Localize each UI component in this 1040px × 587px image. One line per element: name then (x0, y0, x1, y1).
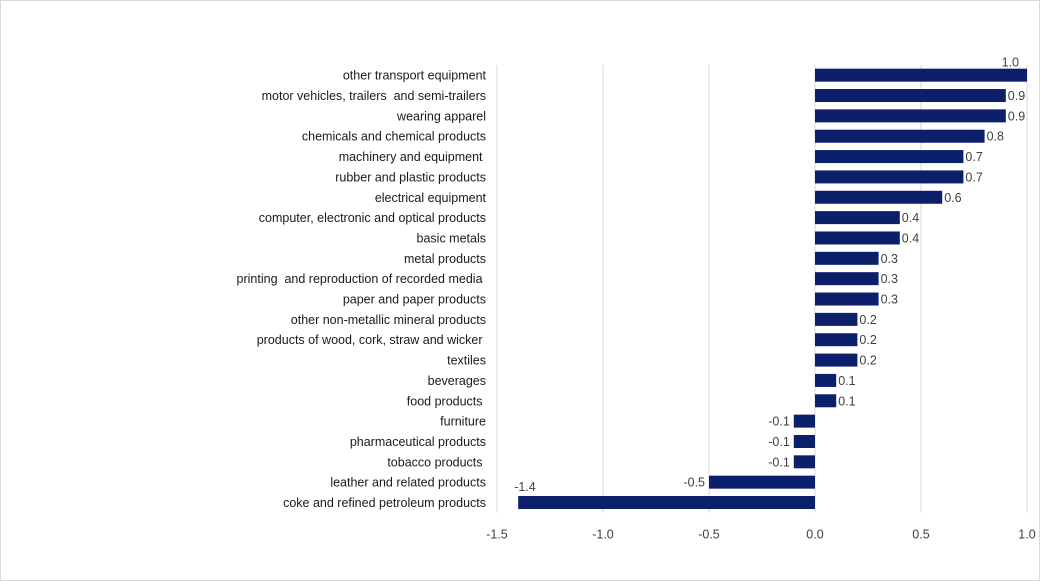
category-label: electrical equipment (375, 191, 487, 205)
value-label: 0.1 (838, 394, 855, 408)
value-label: 0.7 (965, 170, 982, 184)
value-labels: 1.0 0.9 0.9 0.8 0.7 0.7 0.6 0.4 0.4 0.3 0.3 0.3 0.2 0… (514, 56, 1025, 494)
value-label: 1.0 (1002, 56, 1019, 70)
category-label: pharmaceutical products (350, 435, 486, 449)
x-tick-label: 0.0 (806, 528, 823, 542)
category-label: wearing apparel (396, 109, 486, 123)
value-label: 0.9 (1008, 109, 1025, 123)
x-tick-label: -0.5 (698, 528, 720, 542)
category-label: basic metals (417, 231, 486, 245)
category-label: tobacco products (387, 455, 486, 469)
bar (793, 434, 815, 448)
category-label: coke and refined petroleum products (283, 496, 486, 510)
value-label: 0.6 (944, 191, 961, 205)
category-label: beverages (428, 374, 486, 388)
value-label: -0.5 (683, 476, 705, 490)
category-label: machinery and equipment (339, 150, 486, 164)
bar (815, 353, 858, 367)
bar (815, 292, 879, 306)
value-label: 0.2 (859, 354, 876, 368)
category-label: leather and related products (330, 476, 486, 490)
value-label: 0.2 (859, 313, 876, 327)
value-label: 0.2 (859, 333, 876, 347)
category-label: metal products (404, 252, 486, 266)
category-label: textiles (447, 354, 486, 368)
bar (815, 129, 985, 143)
value-label: -1.4 (514, 480, 536, 494)
category-label: printing and reproduction of recorded me… (237, 272, 486, 286)
x-tick-label: -1.0 (592, 528, 614, 542)
bar (815, 190, 943, 204)
bar (815, 150, 964, 164)
bar (518, 496, 815, 510)
value-label: -0.1 (768, 455, 790, 469)
value-label: 0.7 (965, 150, 982, 164)
bars (518, 68, 1027, 510)
bar (815, 394, 837, 408)
value-label: 0.8 (987, 130, 1004, 144)
bar (793, 414, 815, 428)
category-label: products of wood, cork, straw and wicker (257, 333, 486, 347)
value-label: 0.4 (902, 231, 919, 245)
value-label: 0.9 (1008, 89, 1025, 103)
value-label: -0.1 (768, 435, 790, 449)
bar (815, 89, 1006, 103)
category-labels: other transport equipment motor vehicles,… (237, 69, 487, 510)
value-label: 0.4 (902, 211, 919, 225)
value-label: 0.3 (881, 293, 898, 307)
category-label: furniture (440, 415, 486, 429)
category-label: motor vehicles, trailers and semi-traile… (262, 89, 486, 103)
category-label: food products (407, 394, 486, 408)
category-label: paper and paper products (343, 293, 486, 307)
x-tick-label: 1.0 (1018, 528, 1035, 542)
x-axis-ticks: -1.5 -1.0 -0.5 0.0 0.5 1.0 (486, 528, 1036, 542)
bar (793, 455, 815, 469)
bar (815, 251, 879, 265)
x-tick-label: 0.5 (912, 528, 929, 542)
value-label: -0.1 (768, 415, 790, 429)
bar (815, 109, 1006, 123)
x-tick-label: -1.5 (486, 528, 508, 542)
bar (815, 312, 858, 326)
bar (815, 68, 1027, 82)
bar (815, 373, 837, 387)
category-label: rubber and plastic products (335, 170, 486, 184)
category-label: other non-metallic mineral products (291, 313, 486, 327)
bar (709, 475, 815, 489)
value-label: 0.3 (881, 252, 898, 266)
category-label: chemicals and chemical products (302, 130, 486, 144)
category-label: computer, electronic and optical product… (259, 211, 486, 225)
bar (815, 170, 964, 184)
bar (815, 211, 900, 225)
category-label: other transport equipment (343, 69, 487, 83)
bar (815, 333, 858, 347)
value-label: 0.1 (838, 374, 855, 388)
bar (815, 231, 900, 245)
bar (815, 272, 879, 286)
value-label: 0.3 (881, 272, 898, 286)
